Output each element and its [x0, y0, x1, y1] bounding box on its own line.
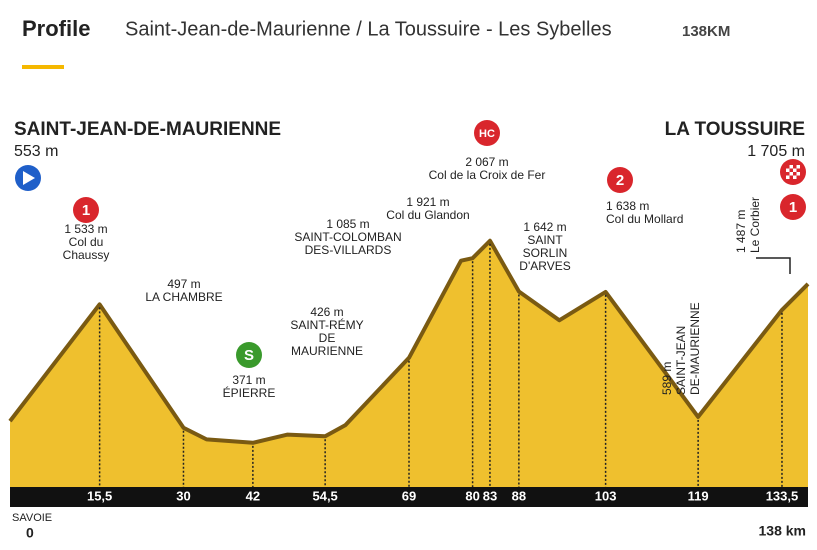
annotation-text: Col de la Croix de Fer: [429, 168, 546, 182]
annotation-text: DES-VILLARDS: [305, 243, 392, 257]
finish-name: LA TOUSSUIRE: [665, 119, 805, 140]
axis-end: 138 km: [759, 523, 806, 539]
category-badge: [236, 342, 262, 368]
x-tick-label: 30: [176, 488, 190, 503]
annotation-text: SAINT-RÉMY: [290, 317, 363, 332]
annotation-text: 1 921 m: [406, 195, 449, 209]
x-tick-label: 69: [402, 488, 416, 503]
distance: 138KM: [682, 23, 730, 40]
annotation-text: SAINT-COLOMBAN: [294, 230, 401, 244]
annotation-text: 497 m: [167, 277, 200, 291]
category-badge: [73, 197, 99, 223]
annotation-text: DE-MAURIENNE: [688, 302, 702, 395]
category-label: S: [244, 347, 254, 364]
connector: [756, 257, 791, 274]
start-altitude: 553 m: [14, 143, 58, 160]
x-tick-label: 133,5: [766, 488, 799, 503]
x-tick-label: 80: [465, 488, 479, 503]
region: SAVOIE: [12, 512, 52, 524]
annotation-text: Col du Glandon: [386, 208, 469, 222]
annotation-text: D'ARVES: [519, 259, 570, 273]
category-label: 1: [82, 202, 90, 219]
annotation-text: 1 642 m: [523, 220, 566, 234]
annotation-text: 1 638 m: [606, 199, 649, 213]
annotation-text: 589 m: [660, 362, 674, 395]
x-tick-label: 42: [246, 488, 260, 503]
annotation-text: SAINT: [527, 233, 563, 247]
x-tick-label: 15,5: [87, 488, 112, 503]
title: Profile: [22, 16, 90, 41]
subtitle: Saint-Jean-de-Maurienne / La Toussuire -…: [125, 18, 612, 40]
start-arrow: [23, 171, 35, 185]
annotation-text: 1 085 m: [326, 217, 369, 231]
annotation-text: Col du: [69, 235, 104, 249]
x-tick-label: 88: [512, 488, 526, 503]
annotation-text: 1 533 m: [64, 222, 107, 236]
category-label: 2: [616, 172, 624, 189]
annotation-text: DE: [319, 331, 336, 345]
annotation-text: 2 067 m: [465, 155, 508, 169]
annotation-text: Chaussy: [63, 248, 110, 262]
annotation-text: MAURIENNE: [291, 344, 363, 358]
annotation-text: 426 m: [310, 305, 343, 319]
category-label: HC: [479, 128, 495, 140]
annotation-text: Col du Mollard: [606, 212, 683, 226]
finish-altitude: 1 705 m: [747, 143, 805, 160]
annotation-text: 1 487 m: [734, 210, 748, 253]
category-label: 1: [789, 199, 797, 216]
finish-flag: [786, 165, 800, 179]
axis-start: 0: [26, 525, 34, 541]
title-underline: [22, 65, 64, 69]
annotation-text: 371 m: [232, 373, 265, 387]
x-tick-label: 103: [595, 488, 617, 503]
annotation-text: ÉPIERRE: [223, 385, 276, 400]
axis-bar: [10, 487, 808, 507]
annotation-text: SORLIN: [523, 246, 568, 260]
x-tick-label: 54,5: [312, 488, 337, 503]
annotation-text: LA CHAMBRE: [145, 290, 222, 304]
annotation-text: Le Corbier: [748, 197, 762, 253]
annotation-text: SAINT-JEAN: [674, 326, 688, 395]
finish-flag-checks: [786, 165, 800, 179]
category-badge: [607, 167, 633, 193]
profile-area: [10, 240, 808, 487]
category-badge: [474, 120, 500, 146]
start-name: SAINT-JEAN-DE-MAURIENNE: [14, 119, 281, 140]
x-tick-label: 119: [688, 488, 709, 503]
profile-edge: [8, 238, 810, 445]
category-badge: [780, 194, 806, 220]
x-tick-label: 83: [483, 488, 497, 503]
